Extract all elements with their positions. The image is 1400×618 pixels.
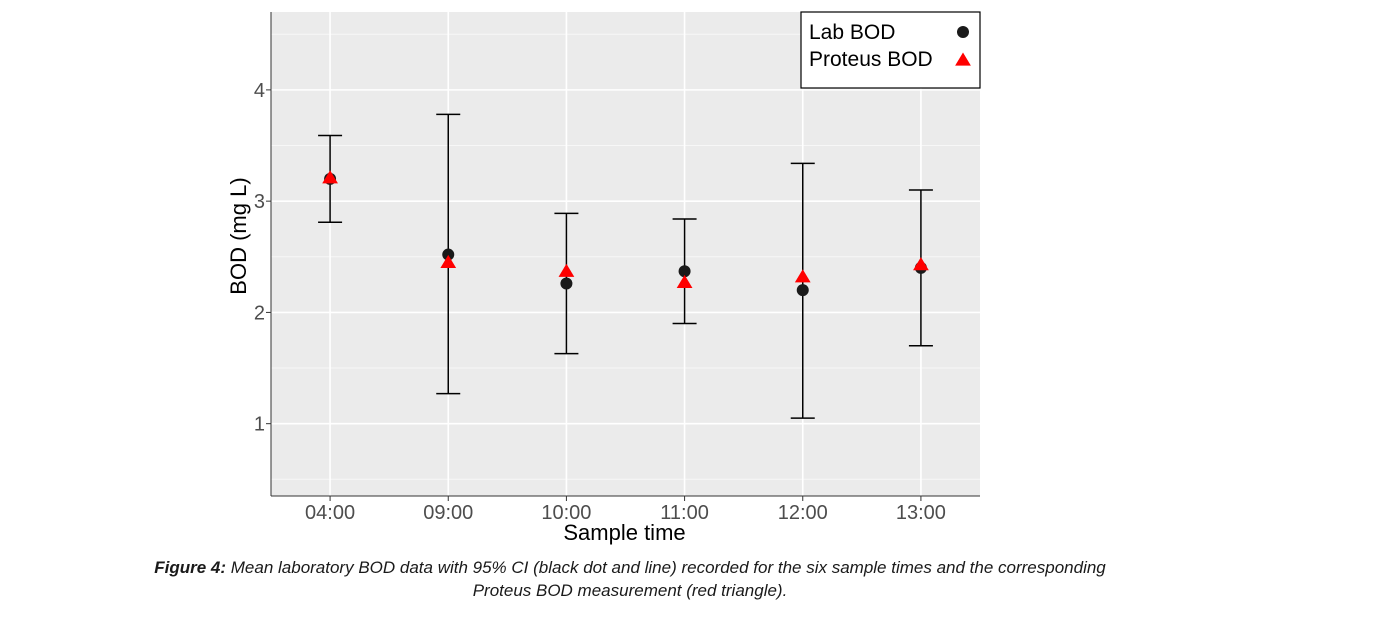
legend-box: [800, 11, 981, 89]
proteus-bod-points: [322, 170, 929, 288]
proteus-bod-point: [440, 254, 457, 268]
lab-bod-point: [678, 265, 691, 278]
legend: Lab BOD Proteus BOD: [800, 11, 981, 89]
x-axis-ticks: 04:00 09:00 10:00 11:00 12:00 13:00: [305, 496, 946, 524]
y-axis-title: BOD (mg L): [226, 177, 251, 294]
x-tick-label: 11:00: [660, 502, 709, 524]
plot-panel: [271, 12, 980, 496]
y-tick-label: 3: [254, 191, 265, 213]
legend-key-lab-bod: [957, 26, 969, 38]
legend-label-proteus-bod: Proteus BOD: [809, 48, 933, 71]
x-tick-label: 13:00: [896, 502, 946, 524]
x-tick-label: 10:00: [541, 502, 591, 524]
caption-lead: Figure 4:: [154, 558, 227, 577]
minor-gridlines: [271, 33, 980, 480]
proteus-bod-point: [676, 274, 693, 288]
lab-bod-point: [442, 248, 455, 261]
lab-bod-point: [560, 277, 573, 290]
proteus-bod-point: [322, 170, 338, 184]
y-tick-label: 4: [254, 80, 265, 102]
x-tick-label: 04:00: [305, 502, 355, 524]
legend-label-lab-bod: Lab BOD: [809, 21, 895, 44]
proteus-bod-point: [794, 269, 811, 283]
x-axis-title: Sample time: [563, 520, 685, 545]
figure-caption: Figure 4: Mean laboratory BOD data with …: [150, 556, 1110, 602]
caption-text: Mean laboratory BOD data with 95% CI (bl…: [226, 558, 1106, 600]
lab-bod-point: [796, 284, 809, 297]
y-tick-label: 2: [254, 302, 265, 324]
x-tick-label: 12:00: [778, 502, 828, 524]
y-tick-label: 1: [254, 414, 265, 436]
bod-chart: 1 2 3 4 04:00 09:00 10:00 11:00 12:00 13:00 Samp…: [226, 11, 981, 545]
x-tick-label: 09:00: [423, 502, 473, 524]
proteus-bod-point: [558, 263, 575, 277]
axis-lines: [270, 12, 980, 497]
proteus-bod-point: [913, 257, 929, 271]
legend-key-proteus-bod: [955, 52, 971, 66]
y-axis-ticks: 1 2 3 4: [254, 80, 271, 436]
